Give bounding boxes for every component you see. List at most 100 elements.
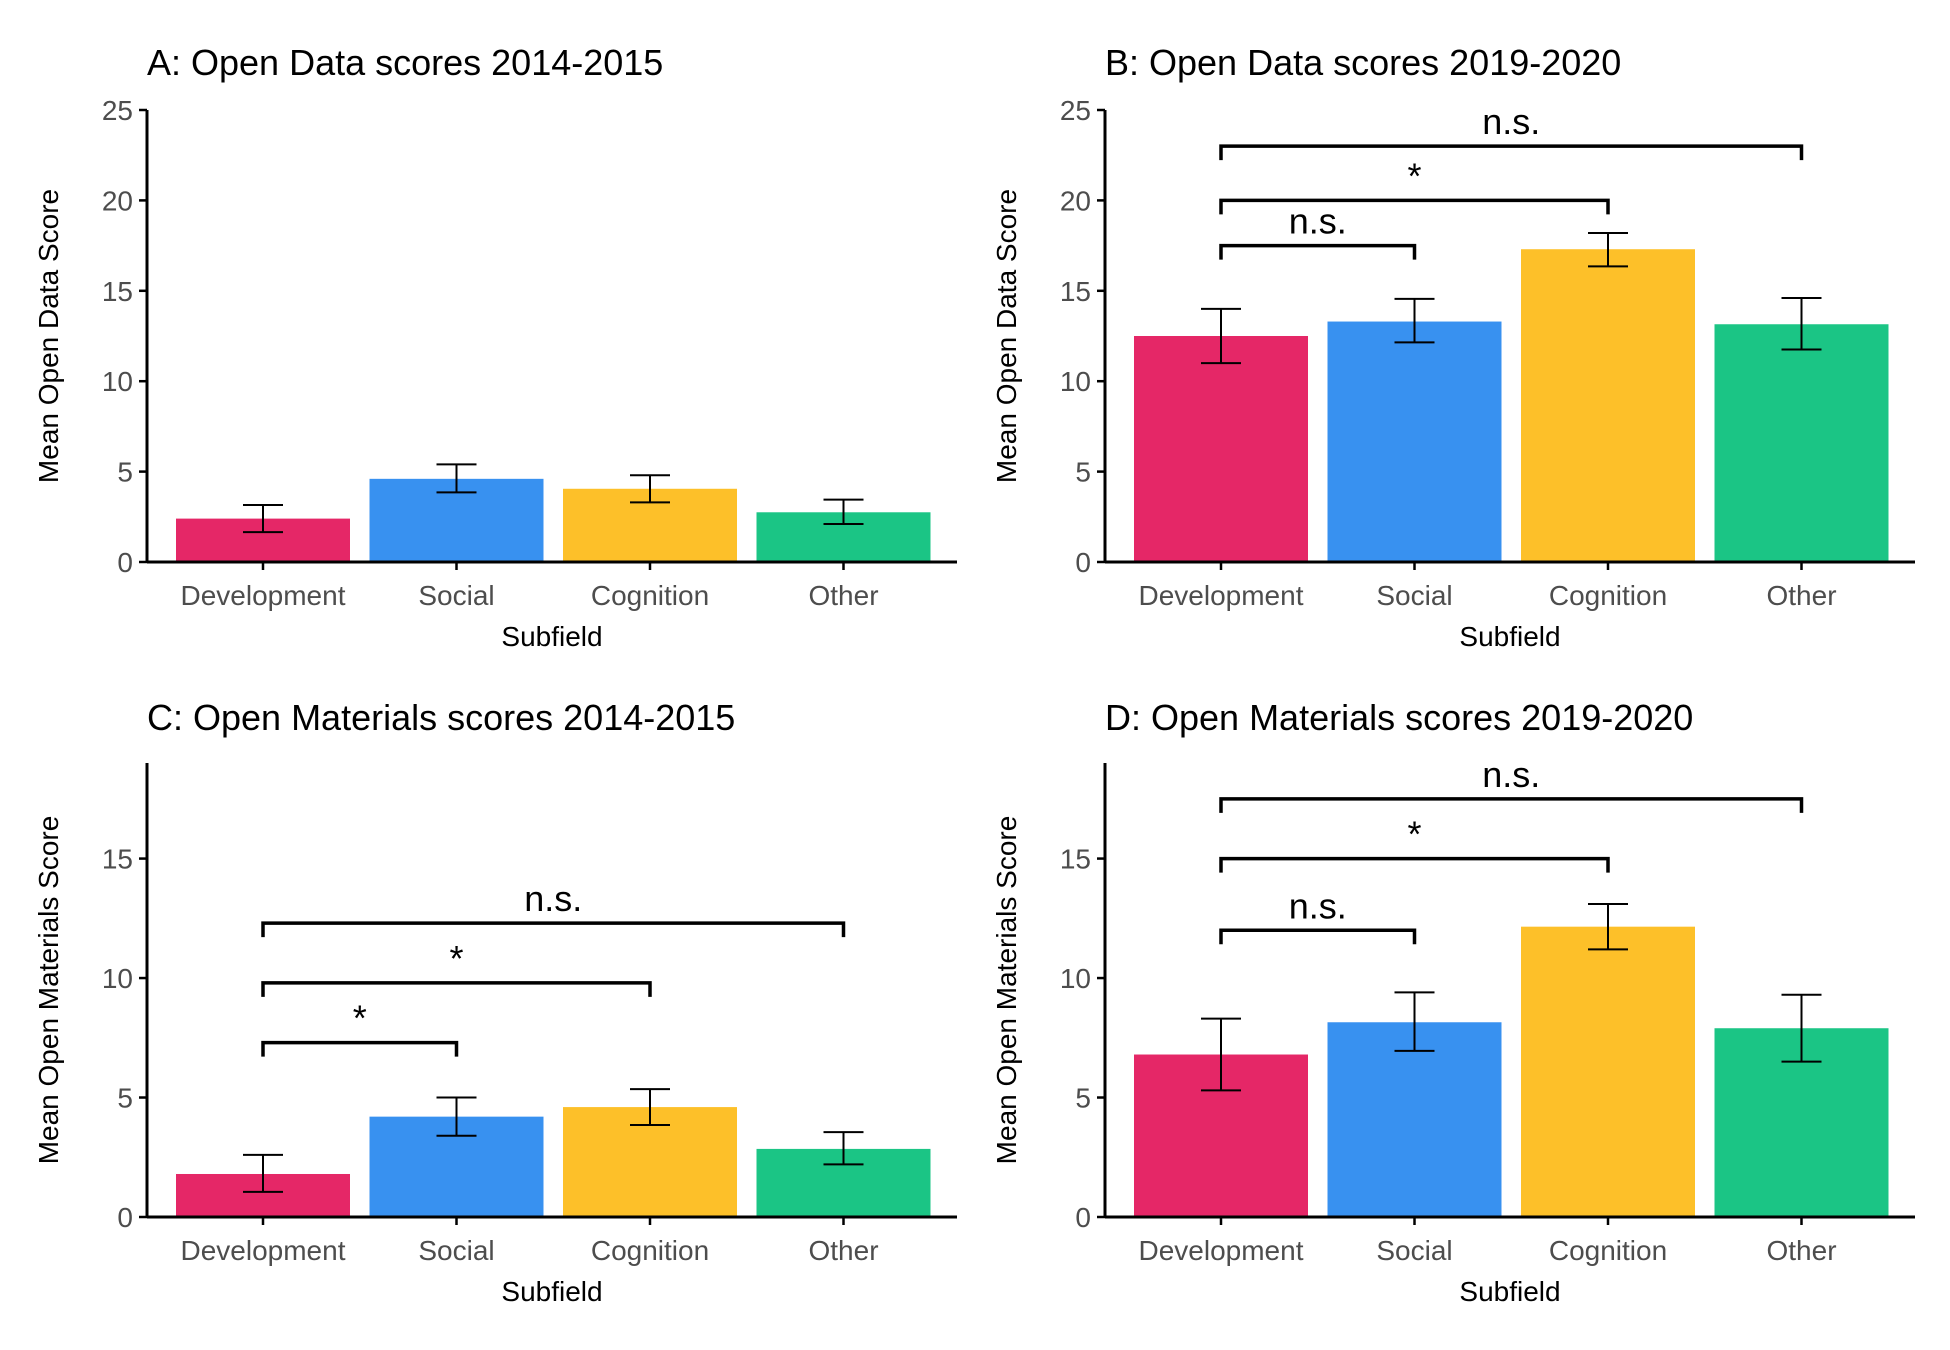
panel-c-xtick-label: Development [181, 1235, 346, 1266]
panel-b-xtick-label: Social [1376, 580, 1452, 611]
panel-d-significance-label-2: n.s. [1482, 754, 1540, 795]
panel-d-xtick-label: Other [1766, 1235, 1836, 1266]
panel-c-errorbar-social [436, 1096, 477, 1137]
panel-d-bracket-1 [1219, 856, 1610, 873]
panel-d-xtick-label: Cognition [1549, 1235, 1667, 1266]
panel-d-significance-label-1: * [1407, 814, 1421, 855]
panel-c-significance-label-0: * [353, 998, 367, 1039]
panel-c-y-axis-title: Mean Open Materials Score [33, 816, 64, 1165]
panel-c-significance-label-2: n.s. [524, 878, 582, 919]
panel-b-errorbar-development [1201, 307, 1241, 365]
panel-d-comparison-0: n.s. [1219, 885, 1417, 945]
panel-b-xtick-label: Cognition [1549, 580, 1667, 611]
panel-d-ytick-label: 10 [1060, 963, 1091, 994]
panel-c-ytick-label: 0 [117, 1202, 133, 1233]
panel-b-bracket-0 [1219, 243, 1417, 260]
panel-c-xtick-label: Cognition [591, 1235, 709, 1266]
panel-d-xtick-label: Development [1139, 1235, 1304, 1266]
panel-d-bracket-2 [1219, 797, 1804, 813]
panel-a-errorbar-development [243, 504, 283, 534]
panel-d-ytick-label: 5 [1075, 1083, 1091, 1114]
panel-d-bar-social [1327, 1022, 1502, 1217]
panel-c-title: C: Open Materials scores 2014-2015 [147, 697, 735, 738]
panel-b-x-axis-title: Subfield [1459, 621, 1560, 652]
panel-b-xtick-label: Development [1139, 580, 1304, 611]
panel-d: D: Open Materials scores 2019-2020 0 5 10 15… [991, 697, 1915, 1307]
panel-a-ytick-label: 25 [102, 95, 133, 126]
panel-b-significance-label-2: n.s. [1482, 101, 1540, 142]
panel-d-errorbar-development [1201, 1017, 1241, 1092]
panel-a-ytick-label: 20 [102, 185, 133, 216]
panel-a-errorbar-other [823, 498, 864, 526]
panel-d-title: D: Open Materials scores 2019-2020 [1105, 697, 1693, 738]
panel-b-errorbar-cognition [1588, 231, 1628, 268]
panel-c-x-axis-title: Subfield [501, 1276, 602, 1307]
panel-d-xtick-label: Social [1376, 1235, 1452, 1266]
panel-b-bar-cognition [1521, 249, 1695, 562]
panel-a-xtick-label: Other [808, 580, 878, 611]
panel-c-comparison-0: * [261, 998, 459, 1057]
panel-c-comparison-2: n.s. [261, 878, 846, 938]
panel-c-ytick-label: 5 [117, 1083, 133, 1114]
panel-d-bracket-0 [1219, 928, 1417, 945]
panel-c-xtick-label: Other [808, 1235, 878, 1266]
panel-c-bracket-0 [261, 1040, 459, 1057]
panel-a-xtick-label: Cognition [591, 580, 709, 611]
panel-d-ytick-label: 0 [1075, 1202, 1091, 1233]
panel-d-errorbar-other [1781, 993, 1822, 1063]
panel-d-errorbar-cognition [1588, 902, 1628, 951]
panel-a: A: Open Data scores 2014-2015 0 5 10 15 20 25 D… [33, 42, 957, 652]
panel-b-ytick-label: 10 [1060, 366, 1091, 397]
panel-c-ytick-label: 15 [102, 844, 133, 875]
panel-d-x-axis-title: Subfield [1459, 1276, 1560, 1307]
panel-a-ytick-label: 0 [117, 547, 133, 578]
panel-c-bracket-2 [261, 921, 846, 938]
panel-c-significance-label-1: * [449, 938, 463, 979]
panel-b-bracket-2 [1219, 144, 1804, 161]
panel-b-comparison-1: * [1219, 155, 1610, 215]
panel-b-bar-development [1134, 336, 1308, 562]
panel-b-significance-label-1: * [1407, 155, 1421, 196]
panel-b-xtick-label: Other [1766, 580, 1836, 611]
panel-b-y-axis-title: Mean Open Data Score [991, 189, 1022, 483]
panel-b-comparison-0: n.s. [1219, 201, 1417, 260]
panel-b-ytick-label: 5 [1075, 457, 1091, 488]
panel-c-ytick-label: 10 [102, 963, 133, 994]
panel-d-ytick-label: 15 [1060, 844, 1091, 875]
panel-d-significance-label-0: n.s. [1289, 885, 1347, 926]
panel-a-ytick-label: 5 [117, 457, 133, 488]
panel-a-ytick-label: 15 [102, 276, 133, 307]
panel-a-title: A: Open Data scores 2014-2015 [147, 42, 663, 83]
panel-a-ytick-label: 10 [102, 366, 133, 397]
panel-b-bracket-1 [1219, 198, 1610, 215]
panel-c-errorbar-development [243, 1153, 283, 1193]
panel-c-errorbar-cognition [630, 1088, 670, 1127]
panel-b-ytick-label: 25 [1060, 95, 1091, 126]
panel-d-comparison-1: * [1219, 814, 1610, 873]
panel-b-ytick-label: 0 [1075, 547, 1091, 578]
panel-b-comparison-2: n.s. [1219, 101, 1804, 161]
panel-d-bar-cognition [1521, 926, 1695, 1217]
panel-b-ytick-label: 20 [1060, 185, 1091, 216]
panel-c-xtick-label: Social [418, 1235, 494, 1266]
panel-b-errorbar-social [1394, 297, 1435, 344]
panel-a-errorbar-cognition [630, 474, 670, 504]
panel-a-xtick-label: Development [181, 580, 346, 611]
panel-b-ytick-label: 15 [1060, 276, 1091, 307]
panel-b-title: B: Open Data scores 2019-2020 [1105, 42, 1621, 83]
panel-b-significance-label-0: n.s. [1289, 201, 1347, 242]
panel-a-y-axis-title: Mean Open Data Score [33, 189, 64, 483]
panel-c-errorbar-other [823, 1131, 864, 1166]
panel-b-bar-other [1714, 324, 1889, 562]
panel-d-errorbar-social [1394, 991, 1435, 1052]
panel-d-comparison-2: n.s. [1219, 754, 1804, 813]
panel-c-comparison-1: * [261, 938, 652, 997]
panel-b-errorbar-other [1781, 297, 1822, 351]
panel-a-x-axis-title: Subfield [501, 621, 602, 652]
panel-a-errorbar-social [436, 463, 477, 494]
panel-d-y-axis-title: Mean Open Materials Score [991, 816, 1022, 1165]
panel-b: B: Open Data scores 2019-2020 0 5 10 15 20 25 D… [991, 42, 1915, 652]
panel-a-xtick-label: Social [418, 580, 494, 611]
panel-c: C: Open Materials scores 2014-2015 0 5 10 15… [33, 697, 957, 1307]
